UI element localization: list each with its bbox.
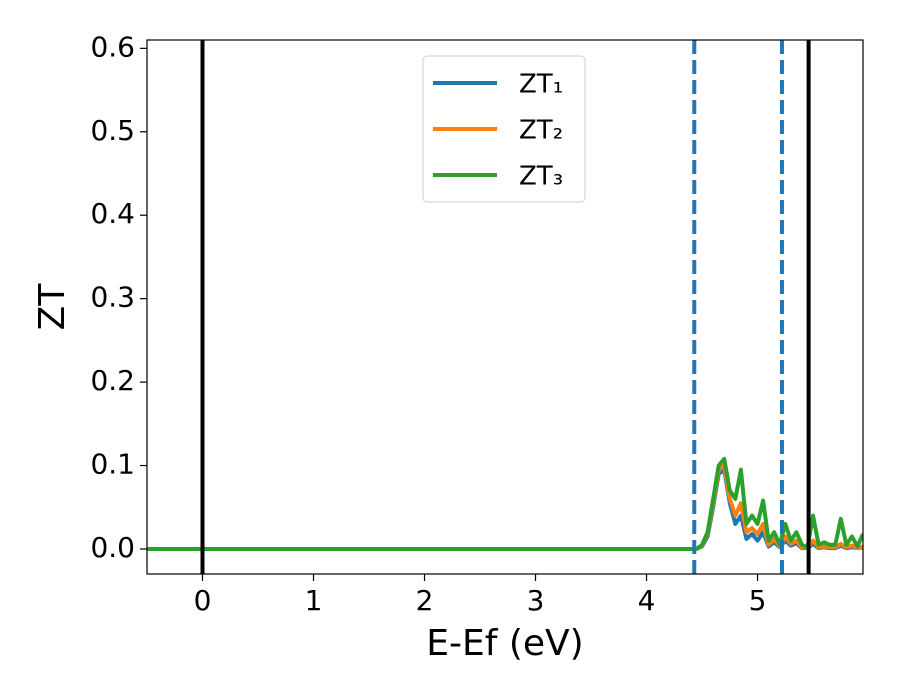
x-tick-label: 1 (305, 584, 323, 617)
y-tick-label: 0.4 (90, 197, 135, 230)
y-tick-label: 0.3 (90, 281, 135, 314)
x-tick-label: 5 (749, 584, 767, 617)
series-line (147, 456, 863, 551)
y-axis-label: ZT (32, 283, 73, 331)
y-tick-label: 0.1 (90, 448, 135, 481)
x-tick-label: 4 (638, 584, 656, 617)
legend-label: ZT₁ (519, 70, 563, 100)
plot-frame (146, 39, 864, 575)
y-tick-label: 0.6 (90, 30, 135, 63)
x-tick-label: 3 (527, 584, 545, 617)
series-line (147, 467, 863, 551)
y-tick-label: 0.5 (90, 114, 135, 147)
y-tick-label: 0.0 (90, 531, 135, 564)
legend-box (422, 55, 586, 203)
x-axis-label: E-Ef (eV) (426, 623, 583, 664)
legend-label: ZT₃ (519, 162, 563, 192)
legend-label: ZT₂ (519, 116, 563, 146)
y-tick-label: 0.2 (90, 364, 135, 397)
x-tick-label: 0 (194, 584, 212, 617)
x-tick-label: 2 (416, 584, 434, 617)
